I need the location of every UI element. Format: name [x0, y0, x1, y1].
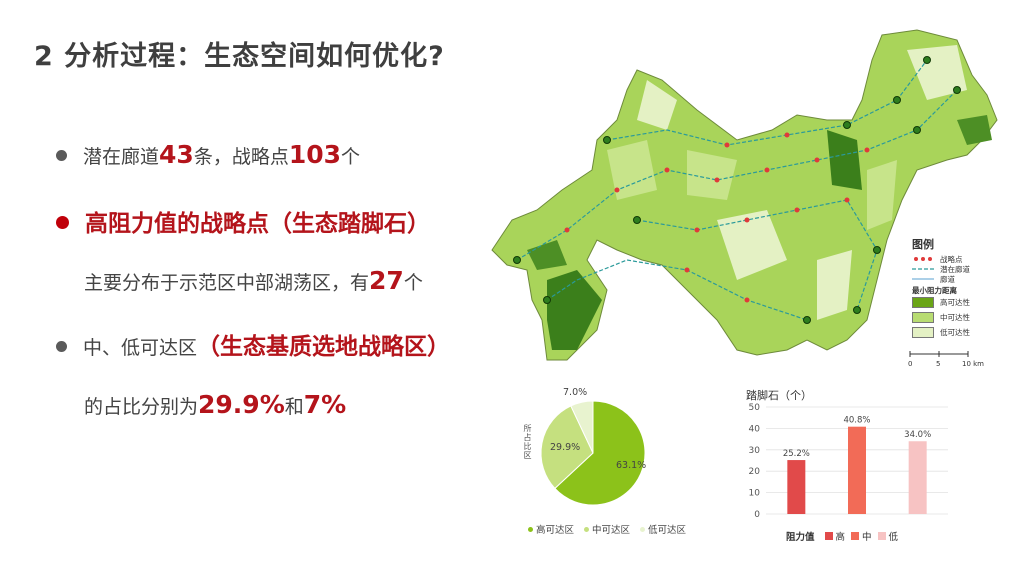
legend-label: 中可达性 [940, 313, 970, 322]
bullet-dot [56, 341, 67, 352]
source-node-markers [513, 56, 961, 324]
bullet-highlight: （生态基质选地战略区） [197, 334, 451, 360]
bullet-text: 中、低可达区 [83, 337, 198, 359]
bar-legend-low: 低 [877, 529, 899, 543]
medium-share: 29.9% [198, 390, 285, 419]
bullet-text: 条，战略点 [193, 146, 289, 168]
bullet-accessibility-detail: 的占比分别为 29.9% 和 7% [84, 390, 346, 419]
pie-data-label: 7.0% [563, 387, 587, 398]
bar-data-label: 25.2% [783, 449, 810, 459]
y-tick-label: 50 [749, 403, 761, 413]
bullet-stepping-stones: 高阻力值的战略点（生态踏脚石） [56, 204, 430, 238]
pie-data-label: 63.1% [616, 460, 646, 471]
swatch-high [912, 297, 934, 308]
legend-swatch [824, 532, 833, 540]
bullet-text: 个 [403, 272, 423, 294]
bullet-text: 主要分布于示范区中部湖荡区，有 [84, 272, 370, 294]
legend-label: 高可达区 [536, 525, 575, 536]
corridor-count: 43 [159, 140, 194, 169]
y-tick-label: 20 [749, 467, 761, 477]
legend-class-high: 高可达性 [912, 295, 1012, 310]
bar-data-label: 40.8% [843, 416, 870, 426]
legend-label: 低可达区 [648, 525, 687, 536]
bullet-text: 的占比分别为 [84, 396, 199, 418]
bullet-dot [56, 216, 69, 229]
pie-legend-low: 低可达区 [640, 522, 686, 536]
bar-xlabel: 阻力值 [786, 532, 815, 543]
legend-corridor: 廊道 [912, 274, 1012, 284]
legend-distance-title: 最小阻力距离 [912, 285, 957, 295]
legend-class-low: 低可达性 [912, 325, 1012, 340]
bullet-text: 和 [284, 396, 304, 418]
bullet-accessibility: 中、低可达区 （生态基质选地战略区） [56, 327, 450, 361]
pie-legend-medium: 中可达区 [584, 522, 630, 536]
strategic-point-icon [912, 255, 934, 263]
swatch-low [912, 327, 934, 338]
legend-swatch [877, 532, 886, 540]
bullet-text: 个 [341, 146, 361, 168]
bar-chart: 踏脚石（个） 0 10 20 30 40 50 25.2% 40.8% 34.0% [746, 388, 948, 520]
bar-medium [848, 426, 866, 514]
bullet-dot [56, 150, 67, 161]
legend-label: 中可达区 [592, 525, 631, 536]
dashed-line-icon [912, 265, 934, 273]
scale-bar: 0 5 10 km [908, 351, 984, 368]
pie-chart: 63.1% 29.9% 7.0% [540, 387, 646, 506]
bullet-heading: 高阻力值的战略点（生态踏脚石） [85, 211, 430, 237]
legend-potential-corridor: 潜在廊道 [912, 264, 1012, 274]
legend-label: 廊道 [940, 274, 955, 284]
legend-dot [584, 526, 590, 532]
y-tick-label: 40 [749, 424, 761, 434]
pie-slice-high [554, 400, 646, 506]
bullet-text: 潜在廊道 [83, 146, 160, 168]
stepping-stone-count: 27 [369, 266, 404, 295]
pie-legend-high: 高可达区 [528, 522, 574, 536]
legend-class-medium: 中可达性 [912, 310, 1012, 325]
ecological-network-map [491, 29, 998, 361]
legend-label: 战略点 [940, 254, 963, 264]
y-tick-label: 10 [749, 489, 761, 499]
legend-label: 中 [862, 532, 872, 543]
strategic-point-markers [564, 132, 870, 303]
scale-label-0: 0 [908, 360, 912, 368]
slide-title: 2 分析过程：生态空间如何优化? [34, 41, 445, 72]
legend-dot [528, 526, 533, 532]
map-legend: 图例 战略点 潜在廊道 廊道 最小阻力距离 高可达性 中可达性 低可达性 [912, 236, 1012, 340]
legend-title: 图例 [912, 238, 934, 251]
legend-strategic-point: 战略点 [912, 254, 1012, 264]
bar-high [787, 460, 806, 514]
pie-data-label: 29.9% [550, 442, 580, 453]
solid-line-icon [912, 275, 934, 283]
bar-data-label: 34.0% [904, 430, 931, 440]
y-tick-label: 0 [754, 510, 760, 520]
bullet-corridors: 潜在廊道 43 条，战略点 103 个 [56, 140, 360, 169]
y-tick-label: 30 [749, 446, 761, 456]
legend-dot [640, 526, 646, 532]
pie-slice-low [570, 400, 594, 454]
swatch-medium [912, 312, 934, 323]
scale-label-10: 10 km [962, 360, 984, 368]
legend-label: 低 [888, 532, 899, 543]
bar-legend-high: 高 [824, 529, 846, 543]
legend-label: 高 [835, 532, 846, 543]
legend-swatch [851, 532, 860, 540]
bar-legend-medium: 中 [851, 529, 872, 543]
low-share: 7% [303, 390, 347, 419]
legend-label: 高可达性 [940, 298, 970, 307]
pie-ylabel: 所占比区 [523, 424, 532, 460]
bar-low [908, 441, 927, 514]
bullet-stepping-stones-detail: 主要分布于示范区中部湖荡区，有 27 个 [84, 266, 423, 295]
strategic-point-count: 103 [288, 140, 342, 169]
bar-title: 踏脚石（个） [746, 388, 812, 402]
legend-label: 低可达性 [940, 328, 970, 337]
legend-label: 潜在廊道 [940, 264, 970, 274]
scale-label-5: 5 [936, 360, 940, 368]
pie-legend: 高可达区 中可达区 低可达区 [528, 522, 686, 536]
bar-legend: 阻力值 高 中 低 [786, 529, 898, 543]
